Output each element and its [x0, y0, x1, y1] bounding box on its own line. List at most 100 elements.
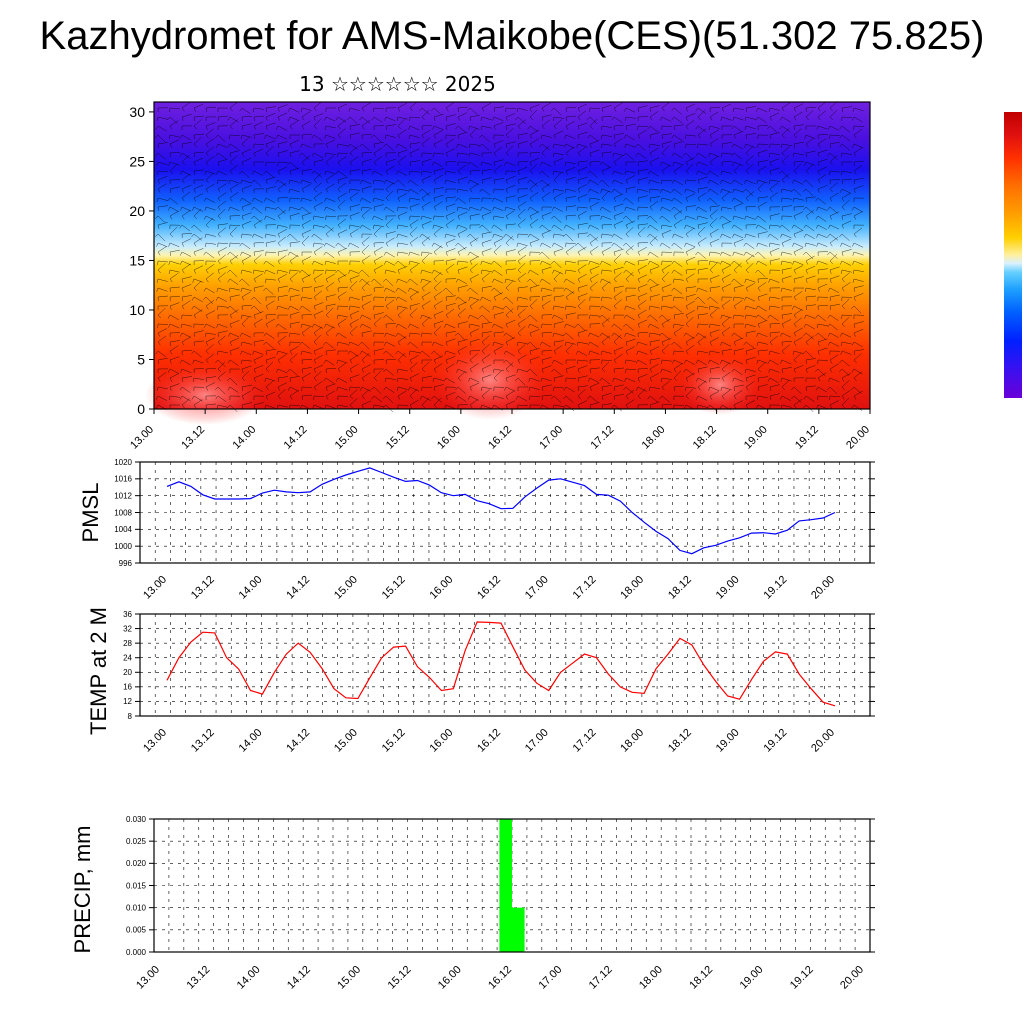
wind-barb: [157, 260, 168, 263]
wind-barb: [577, 284, 588, 289]
wind-barb-flag: [647, 233, 651, 238]
wind-barb-flag: [529, 215, 532, 220]
wind-barb-flag: [396, 278, 399, 283]
wind-barb: [745, 215, 756, 220]
wind-barb: [433, 168, 444, 172]
wind-barb-flag: [445, 251, 448, 256]
wind-barb-flag: [421, 251, 423, 256]
wind-barb-flag: [240, 269, 243, 274]
wind-barb-flag: [361, 368, 365, 373]
wind-barb-flag: [325, 386, 328, 391]
wind-barb: [709, 238, 720, 244]
wind-barb-flag: [229, 170, 233, 175]
wind-barb-flag: [349, 152, 353, 157]
wind-barb: [769, 152, 780, 156]
wind-barb: [517, 242, 528, 247]
wind-barb: [505, 359, 514, 367]
wind-barb-flag: [277, 278, 281, 283]
wind-barb-flag: [695, 332, 699, 337]
wind-barb: [241, 278, 250, 286]
wind-barb: [649, 224, 659, 231]
wind-barb-flag: [253, 260, 257, 265]
wind-barb-flag: [469, 188, 473, 193]
wind-barb-flag: [409, 350, 411, 355]
wind-barb-flag: [313, 377, 317, 382]
wind-barb-flag: [673, 278, 675, 283]
wind-barb: [253, 197, 263, 203]
wind-barb: [577, 194, 588, 199]
wind-barb-flag: [205, 314, 209, 319]
wind-barb: [265, 361, 274, 370]
wind-barb: [385, 116, 396, 122]
wind-barb: [505, 296, 514, 305]
wind-barb-flag: [251, 197, 255, 202]
wind-barb: [721, 103, 732, 109]
wind-barb: [157, 278, 168, 282]
wind-barb-flag: [539, 170, 543, 175]
wind-barb: [589, 281, 598, 289]
wind-barb: [481, 231, 492, 235]
wind-barb: [781, 116, 791, 123]
wind-barb: [409, 219, 419, 226]
wind-barb-flag: [229, 161, 233, 166]
wind-barb: [529, 109, 538, 118]
wind-barb-flag: [421, 197, 425, 202]
wind-barb: [841, 134, 851, 142]
wind-barb-flag: [505, 152, 510, 156]
wind-barb-flag: [779, 395, 783, 400]
wind-barb: [397, 352, 406, 361]
wind-barb-flag: [647, 215, 651, 220]
wind-barb: [505, 235, 514, 244]
wind-barb: [757, 107, 768, 113]
wind-barb: [565, 233, 574, 242]
wind-barb: [553, 295, 564, 298]
wind-barb: [325, 251, 335, 259]
wind-barb-flag: [852, 251, 855, 256]
wind-barb-flag: [589, 197, 591, 202]
wind-barb-flag: [457, 215, 460, 220]
wind-barb: [469, 179, 480, 185]
wind-barb: [517, 254, 527, 262]
wind-barb-flag: [563, 143, 567, 148]
wind-barb: [565, 115, 576, 118]
wind-barb: [373, 278, 382, 286]
wind-barb-flag: [467, 287, 471, 292]
wind-barb-flag: [181, 269, 185, 274]
wind-barb: [601, 116, 612, 118]
wind-barb: [277, 354, 287, 361]
wind-barb: [289, 120, 299, 127]
wind-barb: [649, 147, 659, 154]
wind-barb: [289, 287, 300, 292]
wind-barb: [589, 341, 599, 348]
wind-barb-flag: [337, 278, 341, 283]
wind-barb: [529, 152, 540, 154]
wind-barb-flag: [505, 215, 509, 220]
wind-barb-flag: [299, 404, 303, 409]
wind-barb: [397, 278, 408, 284]
wind-barb: [157, 125, 167, 132]
wind-barb: [661, 161, 672, 167]
wind-barb-flag: [709, 323, 711, 328]
wind-barb-flag: [732, 377, 735, 382]
wind-barb-flag: [828, 125, 831, 130]
wind-barb: [733, 296, 744, 299]
wind-barb-flag: [697, 116, 701, 121]
wind-barb: [361, 244, 370, 253]
wind-barb: [157, 215, 166, 224]
wind-barb-flag: [420, 314, 423, 319]
wind-barb-flag: [682, 152, 687, 156]
wind-barb-flag: [721, 377, 725, 382]
wind-barb: [841, 233, 850, 241]
wind-barb-flag: [829, 197, 833, 202]
wind-barb-flag: [313, 242, 315, 247]
wind-barb: [673, 327, 683, 334]
wind-barb: [361, 206, 372, 209]
wind-barb: [721, 191, 731, 199]
wind-barb-flag: [613, 215, 616, 220]
wind-barb: [649, 179, 660, 184]
wind-barb: [601, 332, 611, 339]
wind-barb-flag: [217, 368, 222, 372]
wind-barb: [337, 274, 347, 280]
wind-barb: [613, 272, 622, 280]
wind-barb-flag: [852, 107, 855, 112]
